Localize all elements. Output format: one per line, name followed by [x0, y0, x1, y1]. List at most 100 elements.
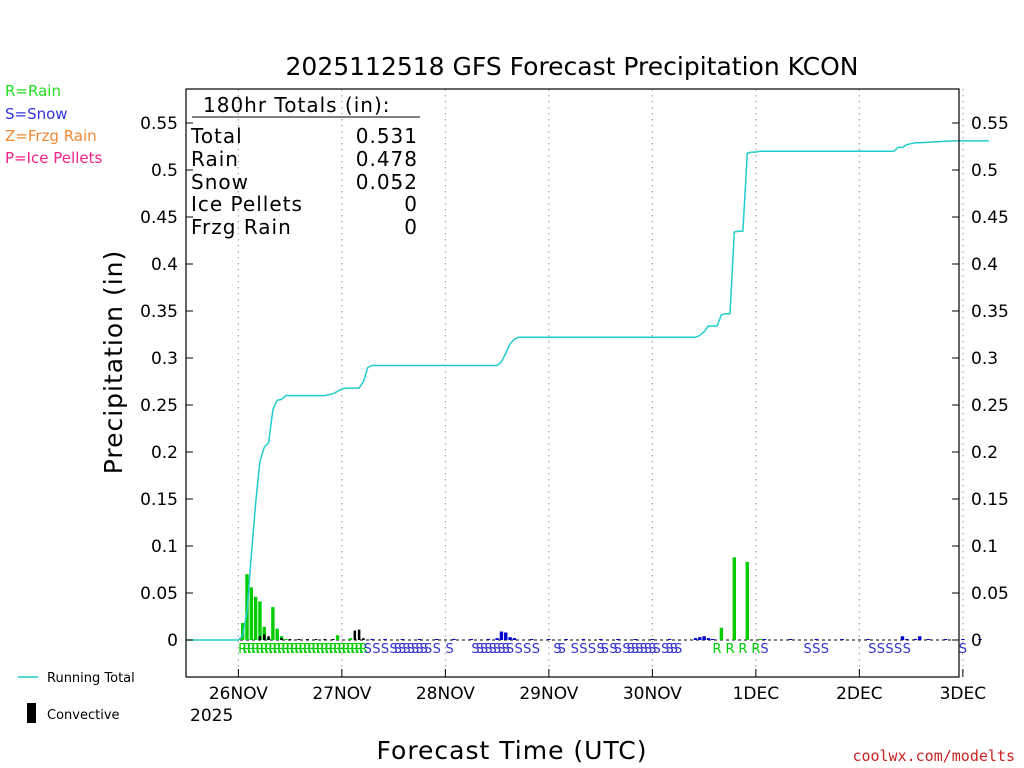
- ptype-rain-marker: R: [290, 642, 299, 657]
- ptype-rain-marker: R: [294, 642, 303, 657]
- convective-swatch: [27, 703, 36, 723]
- y-tick-label-right: 0: [971, 631, 982, 651]
- totals-frzg-rain-label: Frzg Rain: [191, 215, 292, 239]
- ptype-rain-marker: R: [307, 642, 316, 657]
- ptype-rain-marker: R: [333, 642, 342, 657]
- snow-bar: [900, 636, 905, 640]
- snow-bar: [698, 637, 702, 640]
- convective-bar: [353, 630, 357, 640]
- y-tick-label-left: 0.5: [151, 161, 178, 181]
- ptype-rain-marker: R: [303, 642, 312, 657]
- snow-bar: [486, 639, 491, 640]
- totals-snow-label: Snow: [191, 170, 249, 194]
- y-tick-label-left: 0.4: [151, 255, 178, 275]
- ptype-snow-marker: S: [803, 642, 811, 657]
- snow-bar: [512, 638, 517, 640]
- snow-bar: [529, 639, 534, 640]
- ptype-snow-marker: S: [571, 642, 579, 657]
- snow-bar: [693, 638, 698, 640]
- ptype-snow-marker: S: [609, 642, 617, 657]
- rain-bar: [732, 557, 737, 640]
- convective-bar: [258, 636, 262, 640]
- x-tick-label: 28NOV: [416, 684, 475, 704]
- snow-bar: [961, 639, 965, 640]
- ptype-snow-marker: S: [523, 642, 531, 657]
- y-tick-label-right: 0.5: [971, 161, 998, 181]
- y-tick-label-right: 0.05: [971, 584, 1009, 604]
- snow-bar: [943, 639, 948, 640]
- ptype-rain-marker: R: [337, 642, 346, 657]
- ptype-snow-marker: S: [635, 642, 643, 657]
- plot-frame: [185, 88, 960, 678]
- ptype-snow-marker: S: [894, 642, 902, 657]
- ptype-rain-marker: R: [260, 642, 269, 657]
- convective-bar: [288, 639, 292, 640]
- y-axis-label: Precipitation (in): [99, 250, 128, 475]
- snow-bar: [762, 639, 767, 640]
- snow-bar: [814, 639, 818, 640]
- ptype-snow-marker: S: [515, 642, 523, 657]
- y-axis-left: 0 0.05 0.1 0.15 0.2 0.25 0.3 0.35 0.4 0.45 0.5 0.55: [140, 114, 193, 651]
- ptype-rain-marker: R: [751, 642, 760, 657]
- ptype-snow-marker: S: [648, 642, 656, 657]
- snow-bar: [866, 639, 870, 640]
- chart-title: 2025112518 GFS Forecast Precipitation KC…: [286, 52, 859, 81]
- x-tick-label: 26NOV: [209, 684, 268, 704]
- rain-bar: [262, 626, 266, 640]
- snow-bar: [978, 639, 982, 640]
- ptype-snow-marker: S: [821, 642, 829, 657]
- snow-bar: [702, 636, 706, 640]
- rain-bar: [284, 639, 288, 640]
- snow-bar: [918, 636, 922, 640]
- y-tick-label-right: 0.1: [971, 537, 998, 557]
- totals-box: 180hr Totals (in): Total 0.531 Rain 0.47…: [190, 93, 420, 239]
- ptype-snow-marker: S: [506, 642, 514, 657]
- series-legend: Running Total Convective: [18, 671, 135, 723]
- ptype-snow-marker: S: [372, 642, 380, 657]
- legend-snow: S=Snow: [5, 105, 68, 123]
- ptype-snow-marker: S: [640, 642, 648, 657]
- y-tick-label-right: 0.35: [971, 302, 1009, 322]
- ptype-snow-marker: S: [622, 642, 630, 657]
- snow-bar: [495, 638, 499, 640]
- rain-bar: [249, 587, 254, 640]
- snow-bar: [711, 639, 715, 640]
- snow-bar: [383, 639, 387, 640]
- ptype-rain-marker: R: [329, 642, 338, 657]
- ptype-legend: R=Rain S=Snow Z=Frzg Rain P=Ice Pellets: [5, 82, 102, 167]
- ptype-rain-marker: R: [268, 642, 277, 657]
- ptype-snow-marker: S: [484, 642, 492, 657]
- ptype-snow-marker: S: [497, 642, 505, 657]
- snow-bar: [370, 639, 374, 640]
- credit-link[interactable]: coolwx.com/modelts: [852, 747, 1015, 765]
- y-axis-right: 0 0.05 0.1 0.15 0.2 0.25 0.3 0.35 0.4 0.45 0.5 0.55: [952, 114, 1009, 651]
- ptype-rain-marker: R: [713, 642, 722, 657]
- ptype-snow-marker: S: [558, 642, 566, 657]
- snow-bar: [547, 639, 551, 640]
- snow-bar: [616, 639, 620, 640]
- ptype-snow-marker: S: [579, 642, 587, 657]
- snow-bar: [633, 639, 637, 640]
- snow-bar: [435, 639, 439, 640]
- rain-bar: [258, 601, 262, 640]
- ptype-snow-marker: S: [674, 642, 682, 657]
- ptype-snow-marker: S: [596, 642, 604, 657]
- ptype-rain-marker: R: [350, 642, 359, 657]
- ptype-rain-marker: R: [738, 642, 747, 657]
- snow-bar: [788, 639, 793, 640]
- rain-bar: [758, 639, 762, 640]
- ptype-rain-marker: R: [342, 642, 351, 657]
- ptype-snow-marker: S: [424, 642, 432, 657]
- convective-bar: [332, 639, 335, 640]
- snow-bar: [508, 637, 512, 640]
- ptype-rain-marker: R: [324, 642, 333, 657]
- ptype-rain-marker: R: [251, 642, 260, 657]
- totals-rain-label: Rain: [191, 147, 239, 171]
- rain-bar: [335, 635, 340, 640]
- totals-header: 180hr Totals (in):: [203, 93, 391, 117]
- snow-bar: [581, 639, 586, 640]
- ptype-snow-marker: S: [381, 642, 389, 657]
- ptype-rain-marker: R: [311, 642, 320, 657]
- ptype-snow-marker: S: [670, 642, 678, 657]
